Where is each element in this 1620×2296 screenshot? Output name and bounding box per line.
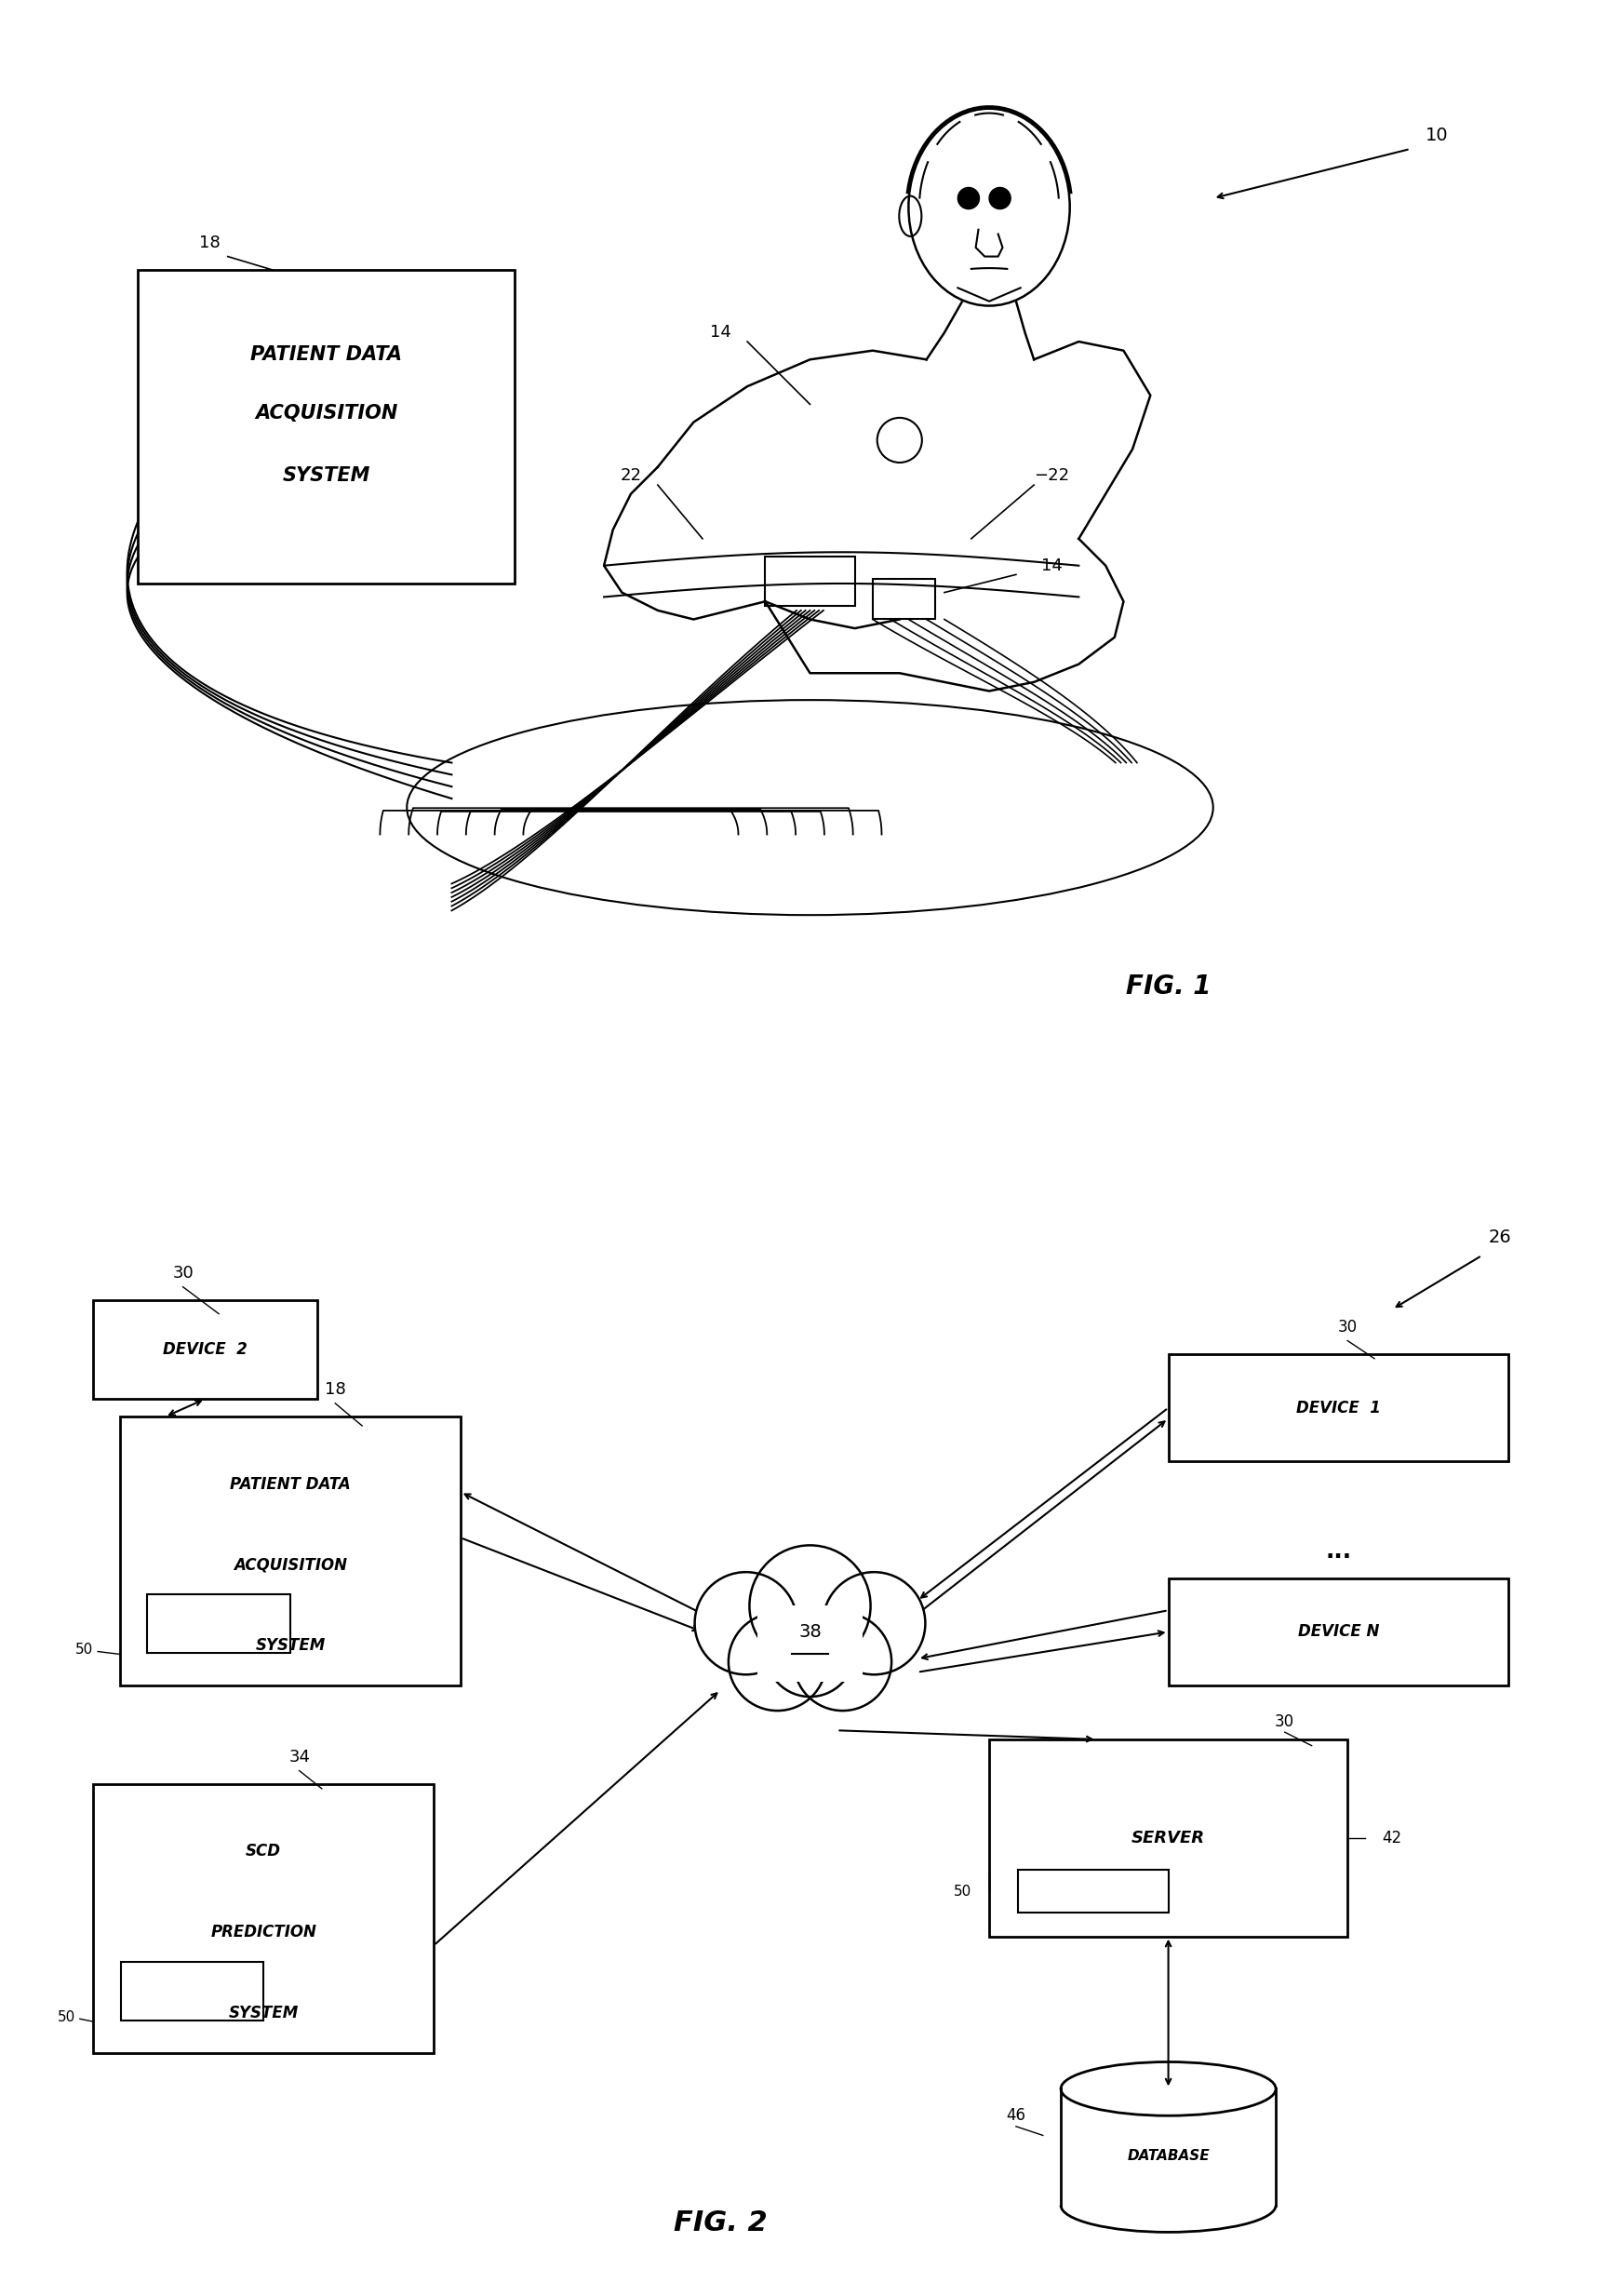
Bar <box>1168 1577 1508 1685</box>
Text: 34: 34 <box>288 1750 309 1766</box>
Text: SYSTEM: SYSTEM <box>228 2004 298 2020</box>
Bar <box>138 271 515 583</box>
Text: ACQUISITION: ACQUISITION <box>254 404 397 422</box>
Circle shape <box>750 1545 870 1667</box>
Bar <box>1168 1355 1508 1463</box>
Text: FIG. 2: FIG. 2 <box>674 2209 768 2236</box>
Text: 10: 10 <box>1426 126 1448 145</box>
Text: ACQUISITION: ACQUISITION <box>233 1557 347 1573</box>
Text: DEVICE N: DEVICE N <box>1298 1623 1379 1639</box>
Text: 30: 30 <box>172 1265 193 1281</box>
Bar <box>120 1961 264 2020</box>
Bar <box>990 1740 1348 1936</box>
Circle shape <box>957 188 980 209</box>
Text: 26: 26 <box>1489 1228 1511 1247</box>
Bar <box>147 1593 290 1653</box>
Text: PATIENT DATA: PATIENT DATA <box>230 1476 352 1492</box>
Text: 30: 30 <box>1275 1713 1294 1729</box>
Bar <box>94 1300 318 1398</box>
Text: 42: 42 <box>1382 1830 1403 1846</box>
Text: 18: 18 <box>324 1382 345 1398</box>
Text: 14: 14 <box>710 324 731 342</box>
Circle shape <box>695 1573 797 1674</box>
Text: 14: 14 <box>1042 558 1063 574</box>
Circle shape <box>729 1612 826 1711</box>
Text: DEVICE  1: DEVICE 1 <box>1296 1401 1380 1417</box>
Circle shape <box>766 1607 854 1697</box>
Text: SCD: SCD <box>246 1844 282 1860</box>
Text: SYSTEM: SYSTEM <box>256 1637 326 1653</box>
Bar <box>94 1784 434 2053</box>
Text: DATABASE: DATABASE <box>1128 2149 1210 2163</box>
Text: 50: 50 <box>76 1642 94 1658</box>
Text: DEVICE  2: DEVICE 2 <box>164 1341 248 1357</box>
Text: PREDICTION: PREDICTION <box>211 1924 316 1940</box>
Bar <box>765 556 855 606</box>
Text: 50: 50 <box>953 1885 972 1899</box>
Circle shape <box>990 188 1011 209</box>
Ellipse shape <box>1061 2062 1277 2115</box>
Bar <box>1017 1869 1168 1913</box>
Text: −22: −22 <box>1034 468 1069 484</box>
Text: 30: 30 <box>1338 1318 1358 1336</box>
Text: 50: 50 <box>58 2009 76 2025</box>
Bar <box>120 1417 460 1685</box>
Text: 18: 18 <box>199 234 220 253</box>
Text: 46: 46 <box>1006 2108 1025 2124</box>
Text: SYSTEM: SYSTEM <box>282 466 369 484</box>
Text: ...: ... <box>1325 1541 1351 1561</box>
Text: PATIENT DATA: PATIENT DATA <box>251 347 402 365</box>
Bar <box>873 579 935 620</box>
Text: FIG. 1: FIG. 1 <box>1126 974 1210 999</box>
Circle shape <box>823 1573 925 1674</box>
Text: 22: 22 <box>620 468 642 484</box>
Text: SERVER: SERVER <box>1131 1830 1205 1846</box>
Text: 38: 38 <box>799 1623 821 1642</box>
Bar <box>758 1605 862 1681</box>
Circle shape <box>794 1612 891 1711</box>
